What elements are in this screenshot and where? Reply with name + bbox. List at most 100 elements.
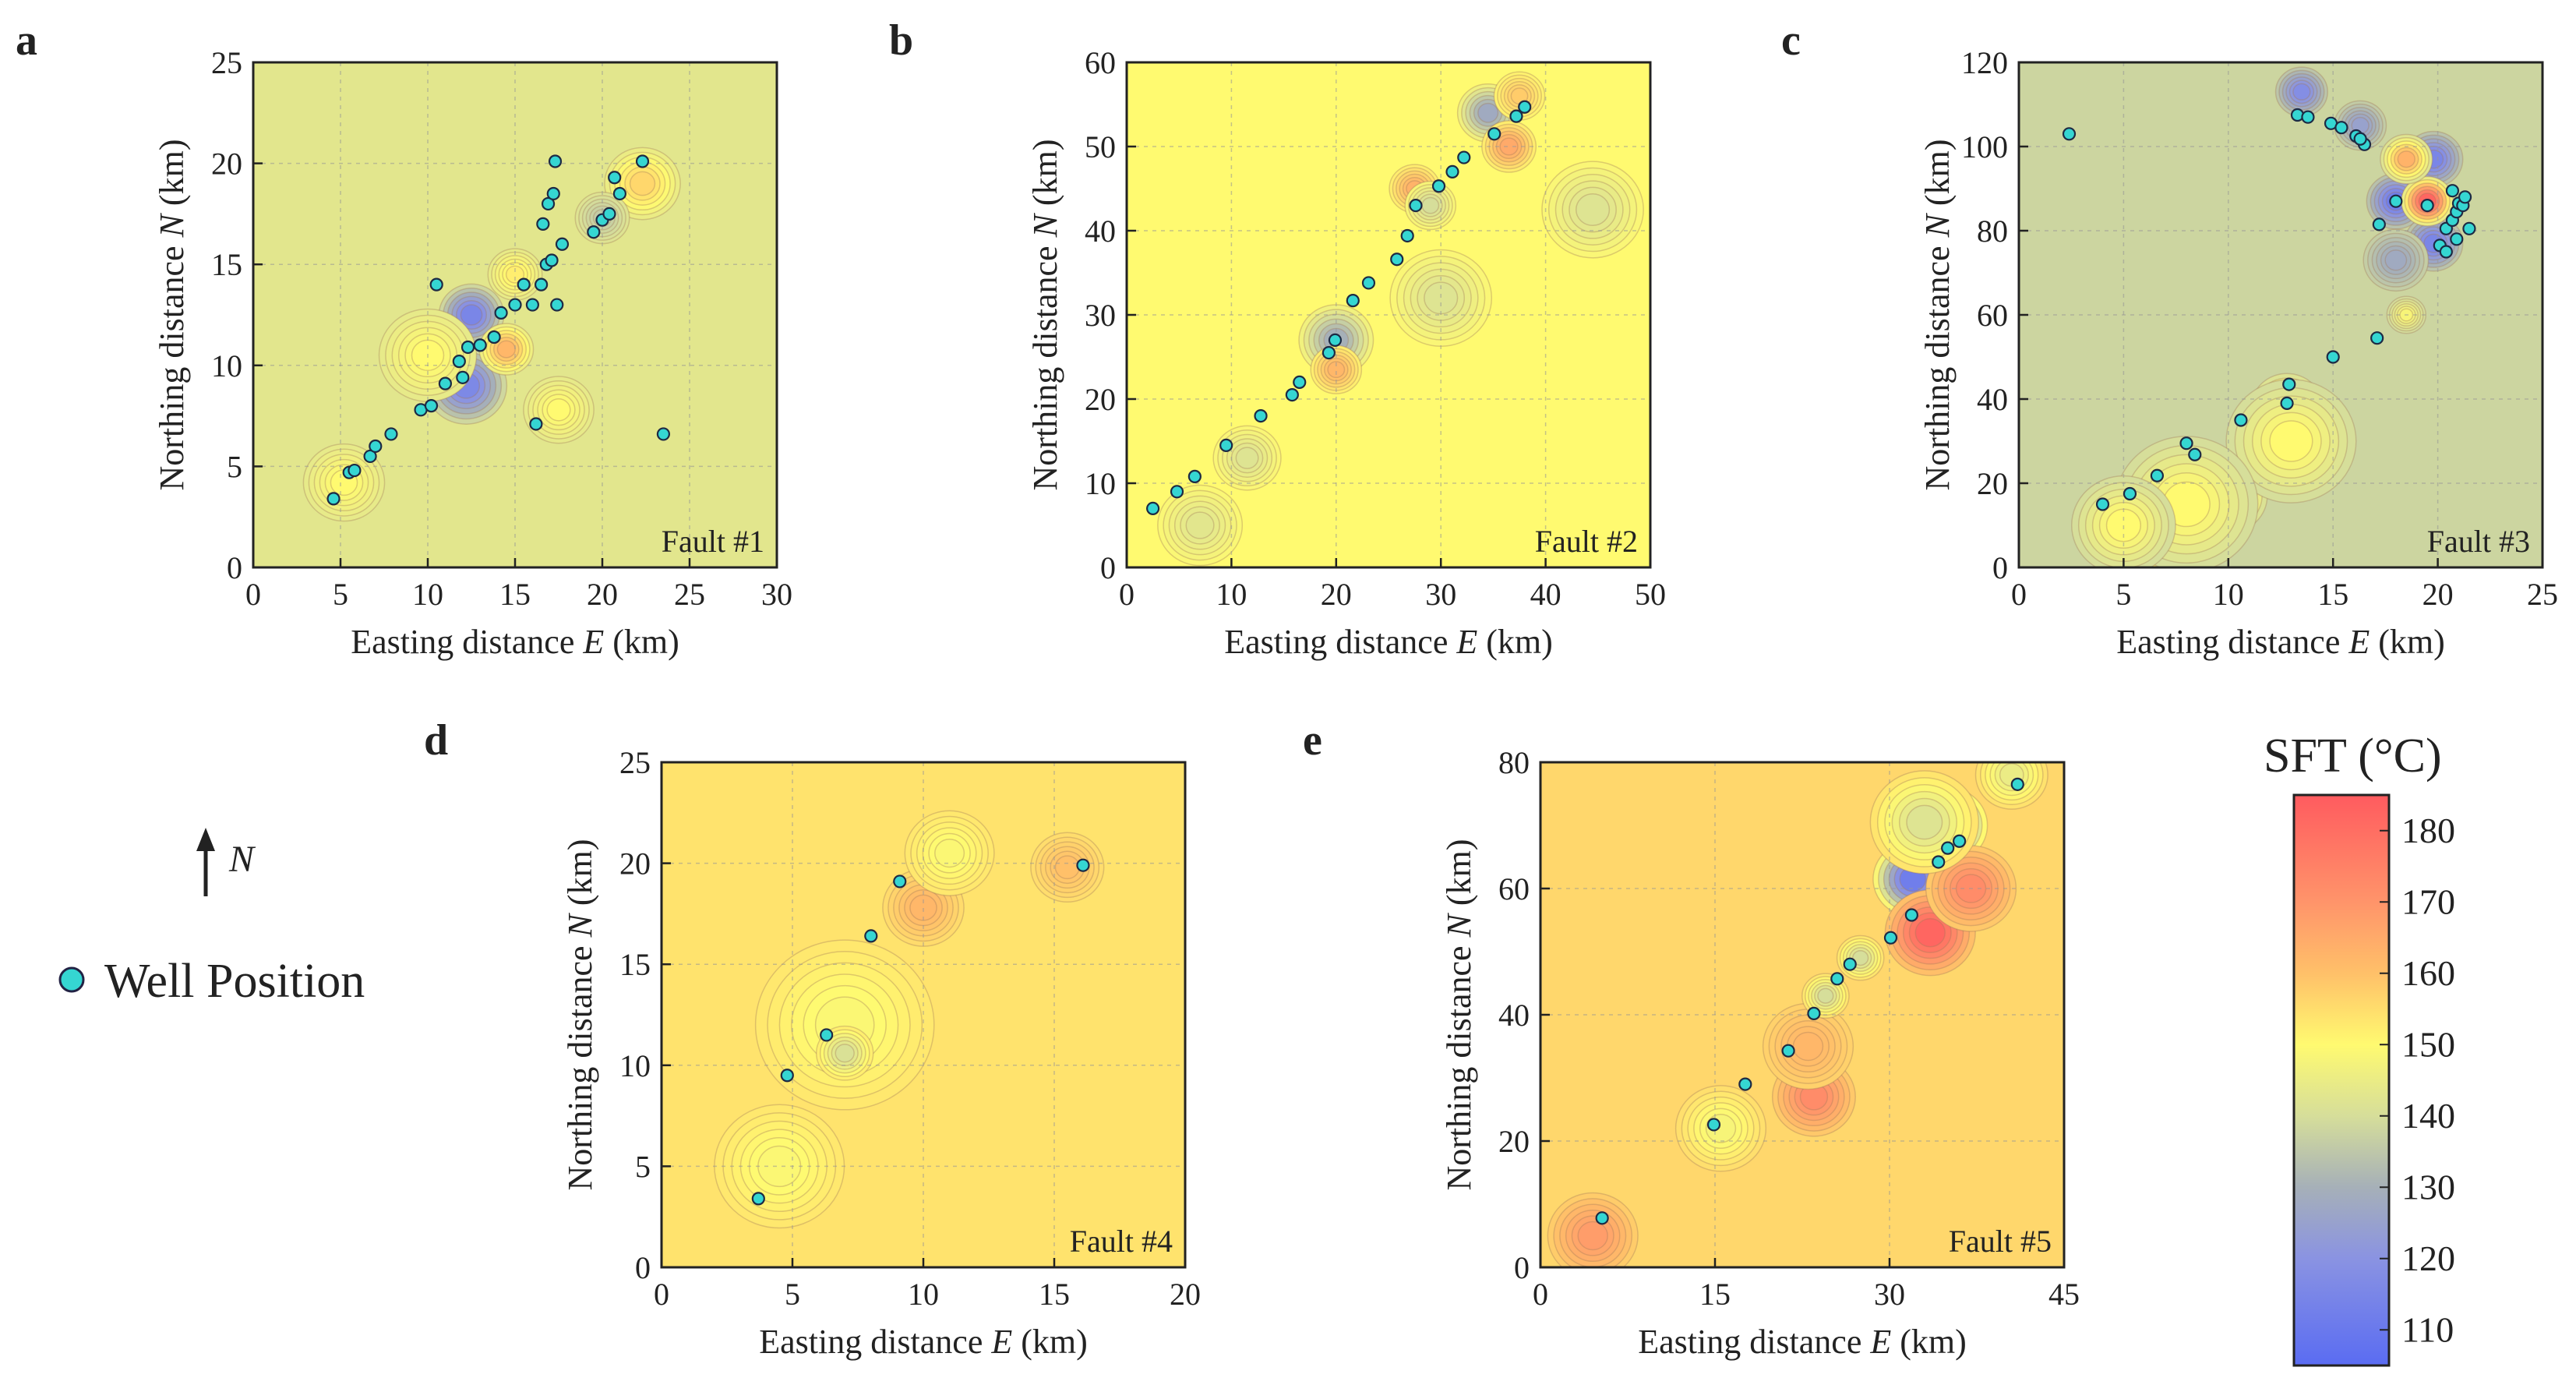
well-point — [1254, 408, 1268, 423]
contour-level — [1054, 855, 1080, 880]
sft-anomaly — [1869, 770, 1979, 874]
x-tick-label: 0 — [245, 577, 261, 612]
well-point — [893, 874, 907, 889]
well-point — [1145, 501, 1160, 516]
x-tick-label: 45 — [2048, 1277, 2080, 1312]
fault-label: Fault #1 — [662, 524, 764, 559]
sft-anomaly — [523, 376, 595, 444]
y-tick-label: 10 — [619, 1048, 651, 1083]
x-axis-unit: (km) — [604, 623, 679, 661]
well-point — [525, 298, 540, 312]
well-point — [864, 929, 878, 943]
axis-ticks: 0 10 20 30 40 50 0 10 20 30 40 50 60 — [1085, 45, 1666, 612]
x-tick-label: 15 — [2317, 577, 2348, 612]
x-tick-label: 10 — [908, 1277, 939, 1312]
x-axis-label: Easting distance E (km) — [1224, 623, 1553, 661]
colorbar-tick-label: 110 — [2401, 1309, 2454, 1349]
heatmap-field — [1157, 71, 1644, 567]
well-point — [1883, 931, 1898, 945]
axis-ticks: 0 5 10 15 20 25 0 20 40 60 80 100 120 — [1961, 45, 2558, 612]
x-tick-label: 20 — [1321, 577, 1352, 612]
sft-anomaly — [1212, 425, 1282, 491]
contour-level — [629, 171, 656, 196]
well-point — [1830, 972, 1844, 986]
well-point — [1509, 109, 1523, 123]
well-point — [529, 417, 543, 431]
x-tick-label: 5 — [2115, 577, 2131, 612]
y-tick-label: 50 — [1085, 129, 1116, 164]
colorbar-tick-label: 120 — [2401, 1238, 2455, 1278]
well-point — [487, 330, 501, 344]
contour-level — [2397, 150, 2415, 168]
sft-anomaly — [2363, 228, 2430, 292]
well-point — [1953, 834, 1967, 848]
legend: N Well Position — [58, 828, 365, 1008]
contour-level — [496, 340, 516, 359]
well-point — [1487, 127, 1501, 141]
colorbar-tick-label: 180 — [2401, 811, 2455, 850]
well-point — [1457, 150, 1471, 164]
sft-anomaly — [815, 1025, 874, 1081]
x-tick-label: 0 — [2011, 577, 2027, 612]
well-point — [2280, 396, 2294, 411]
y-tick-label: 100 — [1961, 129, 2008, 164]
x-tick-label: 0 — [1119, 577, 1134, 612]
well-point — [456, 370, 470, 384]
x-tick-label: 15 — [499, 577, 531, 612]
contour-level — [1914, 917, 1946, 948]
contour-level — [1327, 361, 1346, 379]
panel-letter: a — [16, 16, 37, 65]
contour-level — [1499, 137, 1519, 156]
y-tick-label: 15 — [619, 947, 651, 982]
well-positions — [326, 154, 671, 506]
sft-anomaly — [1674, 1085, 1767, 1172]
well-positions — [751, 858, 1090, 1206]
well-position-label: Well Position — [104, 955, 365, 1008]
y-axis-variable: N — [1440, 912, 1478, 938]
y-tick-label: 80 — [1498, 745, 1530, 780]
contour-level — [505, 265, 525, 284]
well-point — [1781, 1044, 1795, 1058]
y-axis-variable: N — [561, 912, 599, 938]
y-tick-label: 15 — [211, 247, 242, 282]
contour-level — [1477, 102, 1499, 123]
well-positions — [2062, 108, 2476, 511]
well-point — [541, 196, 556, 211]
sft-anomaly — [1404, 180, 1457, 231]
x-tick-label: 30 — [1874, 1277, 1905, 1312]
x-axis-variable: E — [1456, 623, 1477, 661]
well-point — [2179, 436, 2193, 450]
x-axis-label: Easting distance E (km) — [1638, 1323, 1967, 1361]
y-axis-variable: N — [153, 212, 191, 238]
well-point — [326, 492, 341, 506]
fault-label: Fault #4 — [1070, 1224, 1173, 1259]
y-tick-label: 20 — [619, 846, 651, 881]
contour-level — [2292, 83, 2311, 101]
y-axis-label-text: Northing distance — [1918, 237, 1957, 490]
y-axis-unit: (km) — [1440, 839, 1478, 915]
x-tick-label: 25 — [2527, 577, 2558, 612]
sft-anomaly — [1030, 832, 1105, 903]
well-point — [2370, 331, 2384, 345]
y-axis-label: Northing distance N (km) — [1440, 839, 1478, 1191]
x-tick-label: 5 — [785, 1277, 800, 1312]
x-tick-label: 10 — [412, 577, 443, 612]
well-point — [2010, 777, 2024, 791]
x-tick-label: 0 — [1533, 1277, 1548, 1312]
contour-level — [2384, 249, 2408, 271]
panel-letter: b — [889, 16, 913, 65]
well-point — [473, 338, 487, 352]
well-point — [2326, 350, 2340, 364]
colorbar-tick-label: 160 — [2401, 953, 2455, 993]
contour-level — [1906, 804, 1943, 840]
x-tick-label: 20 — [1170, 1277, 1201, 1312]
contour-level — [1577, 1221, 1608, 1251]
x-axis-unit: (km) — [1477, 623, 1553, 661]
well-point — [1328, 333, 1343, 347]
well-point — [2282, 377, 2296, 391]
well-point — [424, 399, 439, 413]
y-axis-label-text: Northing distance — [1440, 937, 1478, 1190]
well-point — [1187, 469, 1202, 483]
y-axis-label: Northing distance N (km) — [1026, 140, 1064, 491]
well-point — [517, 277, 531, 291]
